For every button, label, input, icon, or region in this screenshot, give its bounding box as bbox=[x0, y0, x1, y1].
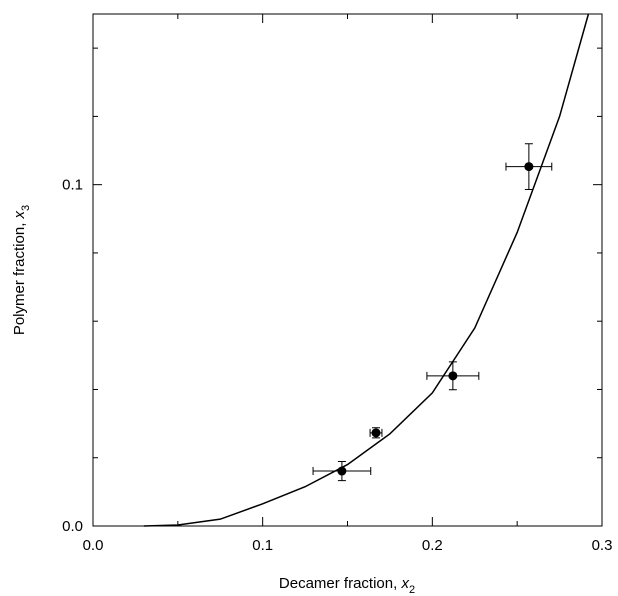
y-axis-label-text: Polymer fraction, bbox=[11, 218, 28, 335]
x-tick-label: 0.1 bbox=[252, 537, 273, 554]
x-tick-label: 0.3 bbox=[592, 537, 613, 554]
y-axis-label-var: x bbox=[11, 210, 28, 219]
x-tick-label: 0.0 bbox=[83, 537, 104, 554]
fit-curve bbox=[143, 13, 590, 527]
data-point bbox=[524, 162, 534, 172]
plot-frame bbox=[92, 13, 603, 527]
y-tick-label: 0.0 bbox=[62, 518, 83, 535]
data-point bbox=[448, 371, 458, 381]
data-point bbox=[337, 466, 347, 476]
x-tick-label: 0.2 bbox=[422, 537, 443, 554]
y-tick-label: 0.1 bbox=[62, 177, 83, 194]
x-axis-label-text: Decamer fraction, bbox=[279, 575, 402, 592]
x-axis-label-var: x bbox=[400, 575, 409, 592]
x-axis-label: Decamer fraction, x2 bbox=[279, 575, 415, 596]
data-point bbox=[371, 428, 381, 438]
y-axis-label: Polymer fraction, x3 bbox=[11, 205, 32, 335]
x-axis-label-sub: 2 bbox=[409, 584, 415, 596]
y-axis-label-sub: 3 bbox=[20, 205, 32, 211]
